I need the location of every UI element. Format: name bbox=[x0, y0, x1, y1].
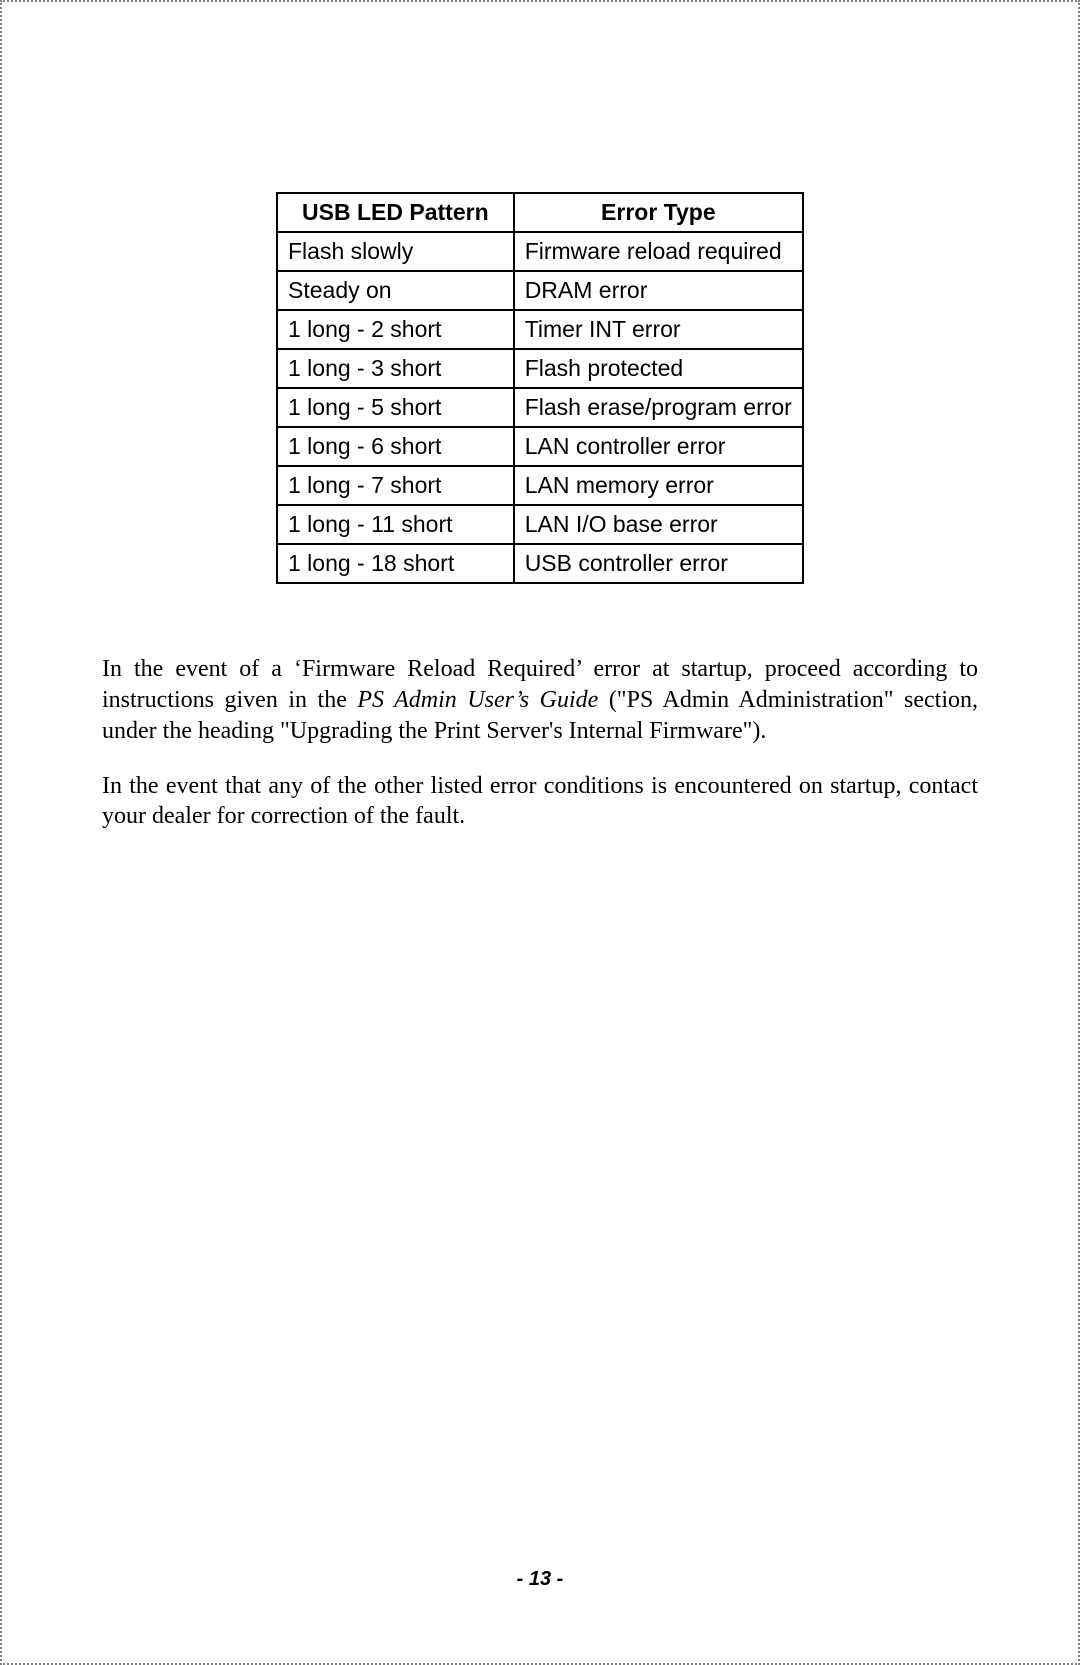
cell-error: USB controller error bbox=[514, 544, 803, 583]
cell-error: LAN I/O base error bbox=[514, 505, 803, 544]
cell-error: LAN controller error bbox=[514, 427, 803, 466]
table-row: 1 long - 3 short Flash protected bbox=[277, 349, 803, 388]
guide-title-italic: PS Admin User’s Guide bbox=[357, 687, 598, 713]
table-row: 1 long - 2 short Timer INT error bbox=[277, 310, 803, 349]
page-number: - 13 - bbox=[2, 1568, 1078, 1591]
document-page: USB LED Pattern Error Type Flash slowly … bbox=[0, 0, 1080, 1665]
table-row: Flash slowly Firmware reload required bbox=[277, 232, 803, 271]
paragraph-firmware: In the event of a ‘Firmware Reload Requi… bbox=[102, 654, 978, 746]
cell-error: DRAM error bbox=[514, 271, 803, 310]
table-row: 1 long - 18 short USB controller error bbox=[277, 544, 803, 583]
error-table-container: USB LED Pattern Error Type Flash slowly … bbox=[102, 192, 978, 584]
cell-pattern: 1 long - 11 short bbox=[277, 505, 514, 544]
cell-error: Firmware reload required bbox=[514, 232, 803, 271]
table-row: 1 long - 6 short LAN controller error bbox=[277, 427, 803, 466]
table-header-row: USB LED Pattern Error Type bbox=[277, 193, 803, 232]
table-row: 1 long - 5 short Flash erase/program err… bbox=[277, 388, 803, 427]
paragraph-other-errors: In the event that any of the other liste… bbox=[102, 771, 978, 832]
cell-pattern: 1 long - 5 short bbox=[277, 388, 514, 427]
cell-error: Flash protected bbox=[514, 349, 803, 388]
cell-pattern: 1 long - 7 short bbox=[277, 466, 514, 505]
table-row: Steady on DRAM error bbox=[277, 271, 803, 310]
cell-pattern: 1 long - 18 short bbox=[277, 544, 514, 583]
table-row: 1 long - 11 short LAN I/O base error bbox=[277, 505, 803, 544]
error-table: USB LED Pattern Error Type Flash slowly … bbox=[276, 192, 804, 584]
cell-pattern: 1 long - 6 short bbox=[277, 427, 514, 466]
column-header-error: Error Type bbox=[514, 193, 803, 232]
cell-pattern: Flash slowly bbox=[277, 232, 514, 271]
cell-error: Flash erase/program error bbox=[514, 388, 803, 427]
cell-pattern: 1 long - 3 short bbox=[277, 349, 514, 388]
column-header-pattern: USB LED Pattern bbox=[277, 193, 514, 232]
cell-error: Timer INT error bbox=[514, 310, 803, 349]
cell-pattern: 1 long - 2 short bbox=[277, 310, 514, 349]
cell-error: LAN memory error bbox=[514, 466, 803, 505]
table-row: 1 long - 7 short LAN memory error bbox=[277, 466, 803, 505]
cell-pattern: Steady on bbox=[277, 271, 514, 310]
